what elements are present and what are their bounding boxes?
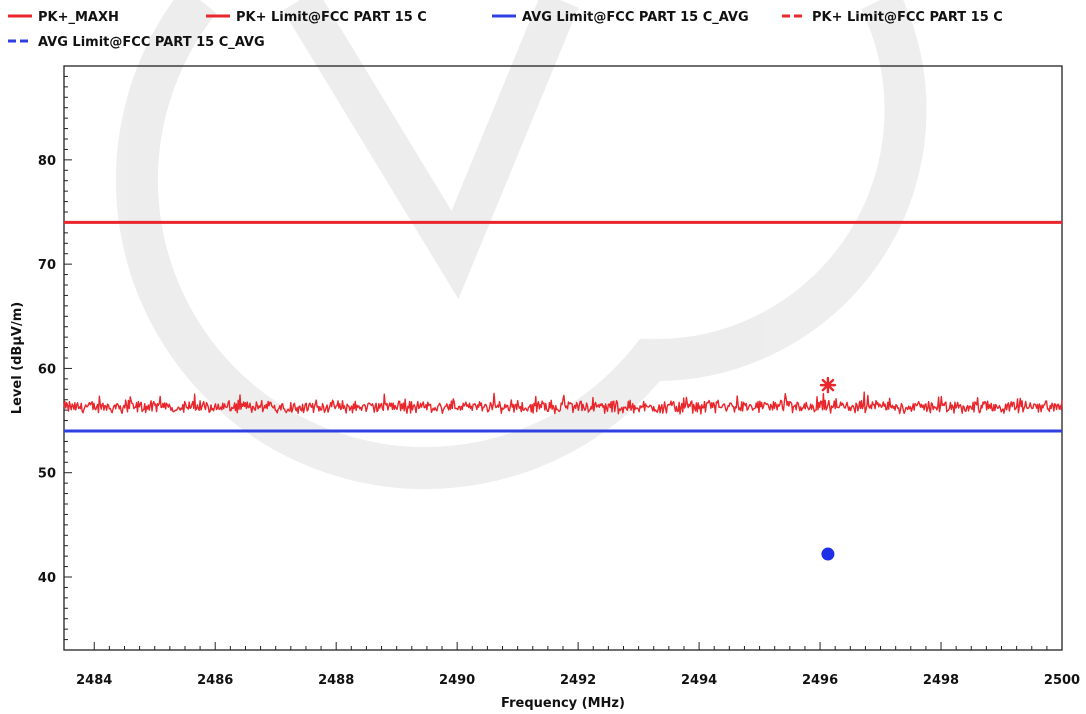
- y-axis-title: Level (dBµV/m): [10, 302, 25, 414]
- y-tick-label: 80: [38, 154, 56, 169]
- x-tick-label: 2490: [439, 673, 475, 688]
- y-tick-label: 40: [38, 571, 56, 586]
- x-axis-title: Frequency (MHz): [501, 696, 625, 711]
- y-axis: 40 50 60 70 80: [38, 65, 72, 651]
- x-tick-label: 2486: [197, 673, 233, 688]
- legend-label: PK+ Limit@FCC PART 15 C: [812, 10, 1003, 25]
- x-tick-label: 2494: [681, 673, 717, 688]
- legend-label: PK+ Limit@FCC PART 15 C: [236, 10, 427, 25]
- x-tick-label: 2500: [1044, 673, 1080, 688]
- y-tick-label: 60: [38, 362, 56, 377]
- x-tick-label: 2484: [76, 673, 112, 688]
- legend-item: PK+ Limit@FCC PART 15 C: [782, 10, 1003, 25]
- legend-item: AVG Limit@FCC PART 15 C_AVG: [8, 35, 265, 50]
- legend-label: AVG Limit@FCC PART 15 C_AVG: [522, 10, 749, 25]
- series-layer: [63, 220, 1063, 433]
- series-line: [63, 391, 1063, 415]
- x-tick-label: 2496: [802, 673, 838, 688]
- x-axis: 2484 2486 2488 2490 2492 2494 2496 2498 2500: [76, 642, 1080, 688]
- legend-item: PK+ Limit@FCC PART 15 C: [206, 10, 427, 25]
- x-tick-label: 2488: [318, 673, 354, 688]
- peak-marker: [819, 376, 837, 394]
- average-marker: [821, 547, 835, 561]
- x-tick-label: 2498: [923, 673, 959, 688]
- marker-layer: [819, 376, 837, 561]
- legend-label: AVG Limit@FCC PART 15 C_AVG: [38, 35, 265, 50]
- legend-label: PK+_MAXH: [38, 10, 119, 25]
- legend-item: PK+_MAXH: [8, 10, 119, 25]
- legend: PK+_MAXH PK+ Limit@FCC PART 15 C AVG Limit…: [8, 10, 1003, 50]
- legend-item: AVG Limit@FCC PART 15 C_AVG: [492, 10, 749, 25]
- watermark-logo: [115, 0, 927, 490]
- y-tick-label: 70: [38, 258, 56, 273]
- x-tick-label: 2492: [560, 673, 596, 688]
- y-tick-label: 50: [38, 467, 56, 482]
